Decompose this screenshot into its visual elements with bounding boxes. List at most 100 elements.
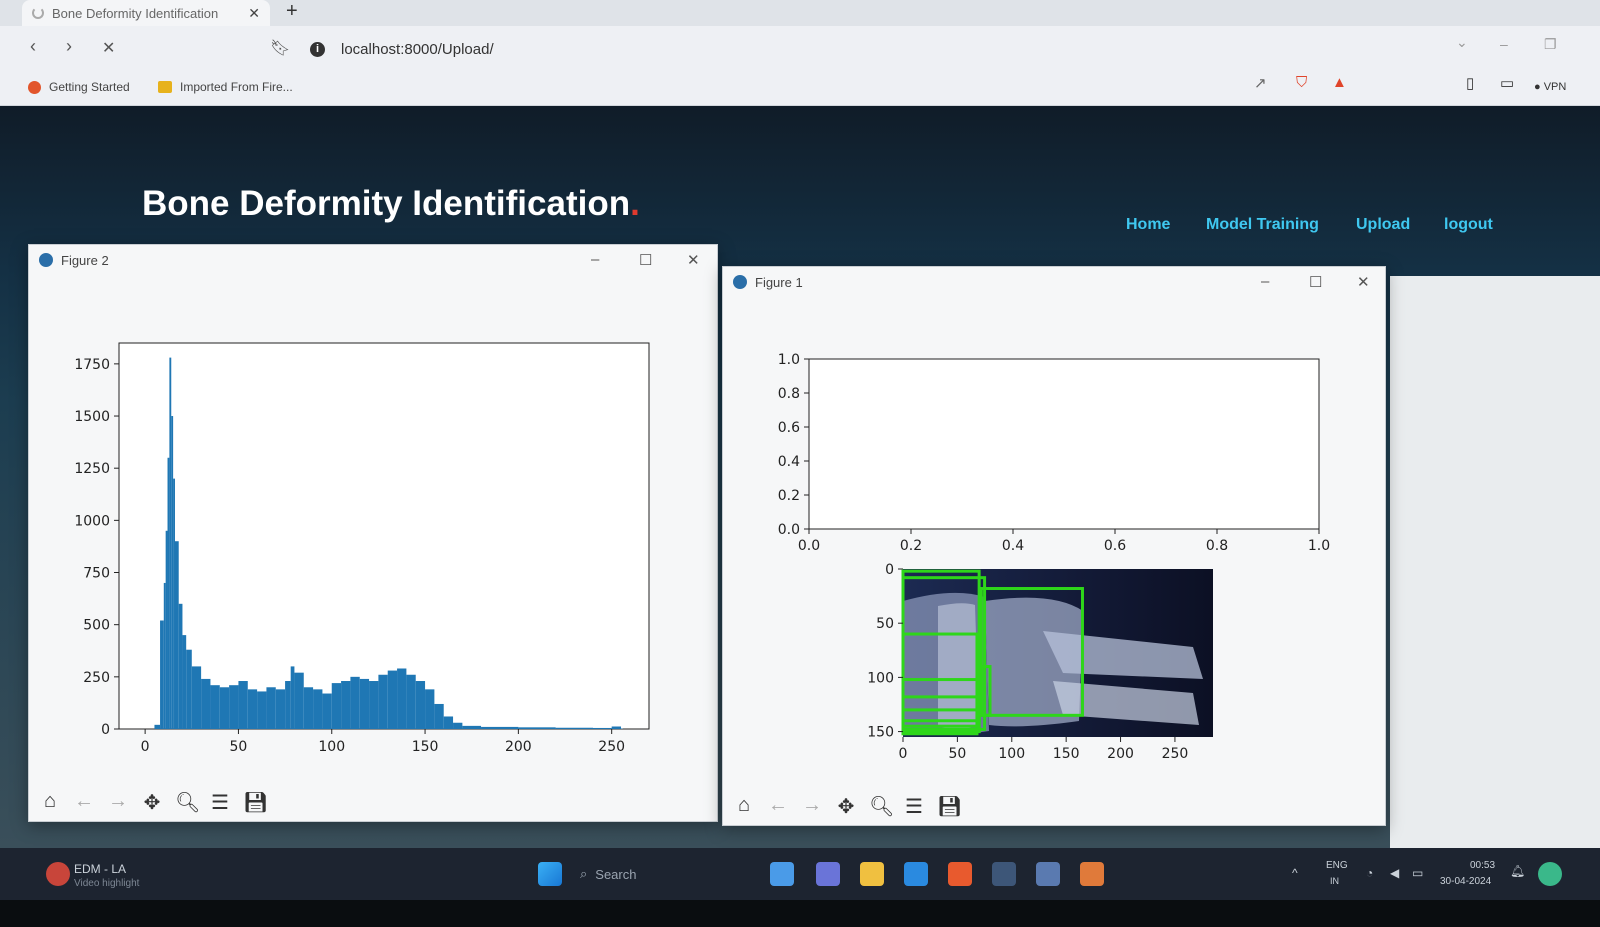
wifi-icon[interactable]: ◔	[1366, 866, 1374, 880]
site-title-text: Bone Deformity Identification	[142, 184, 631, 223]
address-bar[interactable]: i localhost:8000/Upload/	[310, 34, 1410, 64]
minimize-icon[interactable]: –	[591, 251, 600, 268]
app-window-icon[interactable]	[1036, 862, 1060, 886]
y-tick-label: 500	[83, 618, 110, 634]
battery-icon[interactable]: ▭	[1412, 866, 1424, 880]
new-tab-icon[interactable]: +	[286, 0, 298, 22]
pan-icon[interactable]: ✥	[837, 796, 855, 818]
y-tick-label: 0.0	[778, 522, 800, 538]
notification-bell-icon[interactable]: ▲	[1332, 74, 1347, 91]
forward-arrow-icon[interactable]: →	[108, 790, 128, 812]
detection-box	[901, 708, 981, 734]
histogram-bar	[331, 683, 342, 729]
histogram-bar	[171, 416, 174, 729]
forward-icon[interactable]: ›	[66, 36, 72, 56]
histogram-bar	[257, 691, 267, 729]
back-arrow-icon[interactable]: ←	[768, 794, 788, 816]
file-explorer-icon[interactable]	[860, 862, 884, 886]
maximize-icon[interactable]: ☐	[1309, 274, 1323, 291]
taskbar-search[interactable]: ⌕ Search	[580, 862, 730, 886]
volume-icon[interactable]: ◀	[1390, 866, 1400, 880]
configure-subplots-icon[interactable]: ☰	[905, 796, 923, 818]
save-icon[interactable]: 💾︎	[937, 796, 963, 818]
screen-bezel	[0, 900, 1600, 927]
x-tick-label: 0.8	[1206, 538, 1228, 554]
y-tick-label: 1500	[74, 409, 110, 425]
configure-subplots-icon[interactable]: ☰	[211, 792, 229, 814]
histogram-bar	[167, 457, 170, 729]
terminal-icon[interactable]	[992, 862, 1016, 886]
close-icon[interactable]: ✕	[687, 252, 700, 269]
bookmark-icon[interactable]: 🔖︎	[270, 40, 291, 57]
nav-upload[interactable]: Upload	[1356, 216, 1411, 233]
browser-tab[interactable]: Bone Deformity Identification ✕	[22, 0, 270, 26]
tray-chevron-icon[interactable]: ^	[1292, 866, 1298, 880]
detection-box	[979, 665, 992, 717]
vpn-button[interactable]: ● VPN	[1534, 81, 1567, 93]
histogram-bar	[611, 726, 622, 729]
clock-time[interactable]: 00:53	[1470, 860, 1496, 871]
news-widget-icon[interactable]	[46, 862, 70, 886]
windows-start-icon[interactable]	[538, 862, 562, 886]
histogram-bar	[154, 724, 161, 729]
chevron-down-icon[interactable]: ⌄	[1456, 34, 1468, 50]
histogram-bar	[518, 727, 556, 729]
python-figure-icon[interactable]	[1080, 862, 1104, 886]
y-tick-label: 1000	[74, 513, 110, 529]
chat-icon[interactable]	[770, 862, 794, 886]
histogram-bar	[434, 703, 444, 729]
back-icon[interactable]: ‹	[30, 36, 36, 56]
site-info-icon[interactable]: i	[310, 41, 325, 57]
site-title-dot: .	[630, 184, 640, 223]
bookmarks-bar: Getting Started Imported From Fire... ↗ …	[0, 72, 1600, 106]
histogram-bar	[425, 689, 435, 729]
teams-icon[interactable]	[816, 862, 840, 886]
bookmark-folder-imported[interactable]: Imported From Fire...	[158, 80, 293, 94]
histogram-chart: 0 50 100 150 200 250 0 250 500 750 1000 1250 1500 175…	[74, 342, 650, 755]
pan-icon[interactable]: ✥	[143, 792, 161, 814]
maximize-icon[interactable]: ☐	[639, 252, 653, 269]
tab-close-icon[interactable]: ✕	[248, 4, 260, 21]
figure-1-titlebar[interactable]: Figure 1	[723, 267, 1385, 297]
restore-icon[interactable]: ❐	[1544, 36, 1557, 52]
x-tick-label: 150	[1053, 746, 1080, 762]
minimize-icon[interactable]: –	[1261, 273, 1270, 290]
window-title: Figure 2	[61, 252, 109, 268]
empty-plot-area	[808, 358, 1320, 530]
back-arrow-icon[interactable]: ←	[74, 790, 94, 812]
histogram-bar	[453, 722, 463, 729]
nav-home[interactable]: Home	[1126, 216, 1171, 233]
brave-browser-icon[interactable]	[948, 862, 972, 886]
share-icon[interactable]: ↗	[1254, 75, 1267, 92]
zoom-icon[interactable]: 🔍︎	[869, 796, 895, 818]
home-icon[interactable]: ⌂	[737, 794, 751, 816]
detection-box	[979, 587, 1084, 717]
figure-2-titlebar[interactable]: Figure 2	[29, 245, 717, 275]
figure-2-window: Figure 2 – ☐ ✕ 0 50 100 150 200 250 0 250 500 750…	[28, 244, 718, 822]
search-placeholder: Search	[595, 866, 637, 882]
vscode-icon[interactable]	[904, 862, 928, 886]
minimize-icon[interactable]: –	[1500, 36, 1508, 52]
windows-taskbar: EDM - LA Video highlight ⌕ Search ^ ENG …	[0, 848, 1600, 900]
nav-model-training[interactable]: Model Training	[1206, 216, 1319, 233]
clock-date[interactable]: 30-04-2024	[1440, 876, 1492, 887]
brave-shield-icon[interactable]: ⛉	[1296, 74, 1308, 91]
histogram-bar	[350, 676, 360, 729]
language-indicator[interactable]: ENG	[1326, 860, 1348, 871]
stop-loading-icon[interactable]: ✕	[102, 40, 116, 57]
x-tick-label: 150	[412, 739, 439, 755]
zoom-icon[interactable]: 🔍︎	[175, 792, 201, 814]
x-tick-label: 200	[1107, 746, 1134, 762]
sidebar-icon[interactable]: ▯	[1466, 75, 1475, 92]
wallet-icon[interactable]: ▭	[1500, 75, 1515, 92]
copilot-icon[interactable]	[1538, 862, 1562, 886]
close-icon[interactable]: ✕	[1357, 274, 1370, 291]
home-icon[interactable]: ⌂	[43, 790, 57, 812]
tab-title: Bone Deformity Identification	[52, 5, 219, 21]
save-icon[interactable]: 💾︎	[243, 792, 269, 814]
nav-logout[interactable]: logout	[1444, 216, 1493, 233]
url-text: localhost:8000/Upload/	[341, 40, 494, 58]
forward-arrow-icon[interactable]: →	[802, 794, 822, 816]
notification-bell-icon[interactable]: 🔔︎	[1510, 864, 1526, 878]
bookmark-getting-started[interactable]: Getting Started	[28, 80, 130, 94]
